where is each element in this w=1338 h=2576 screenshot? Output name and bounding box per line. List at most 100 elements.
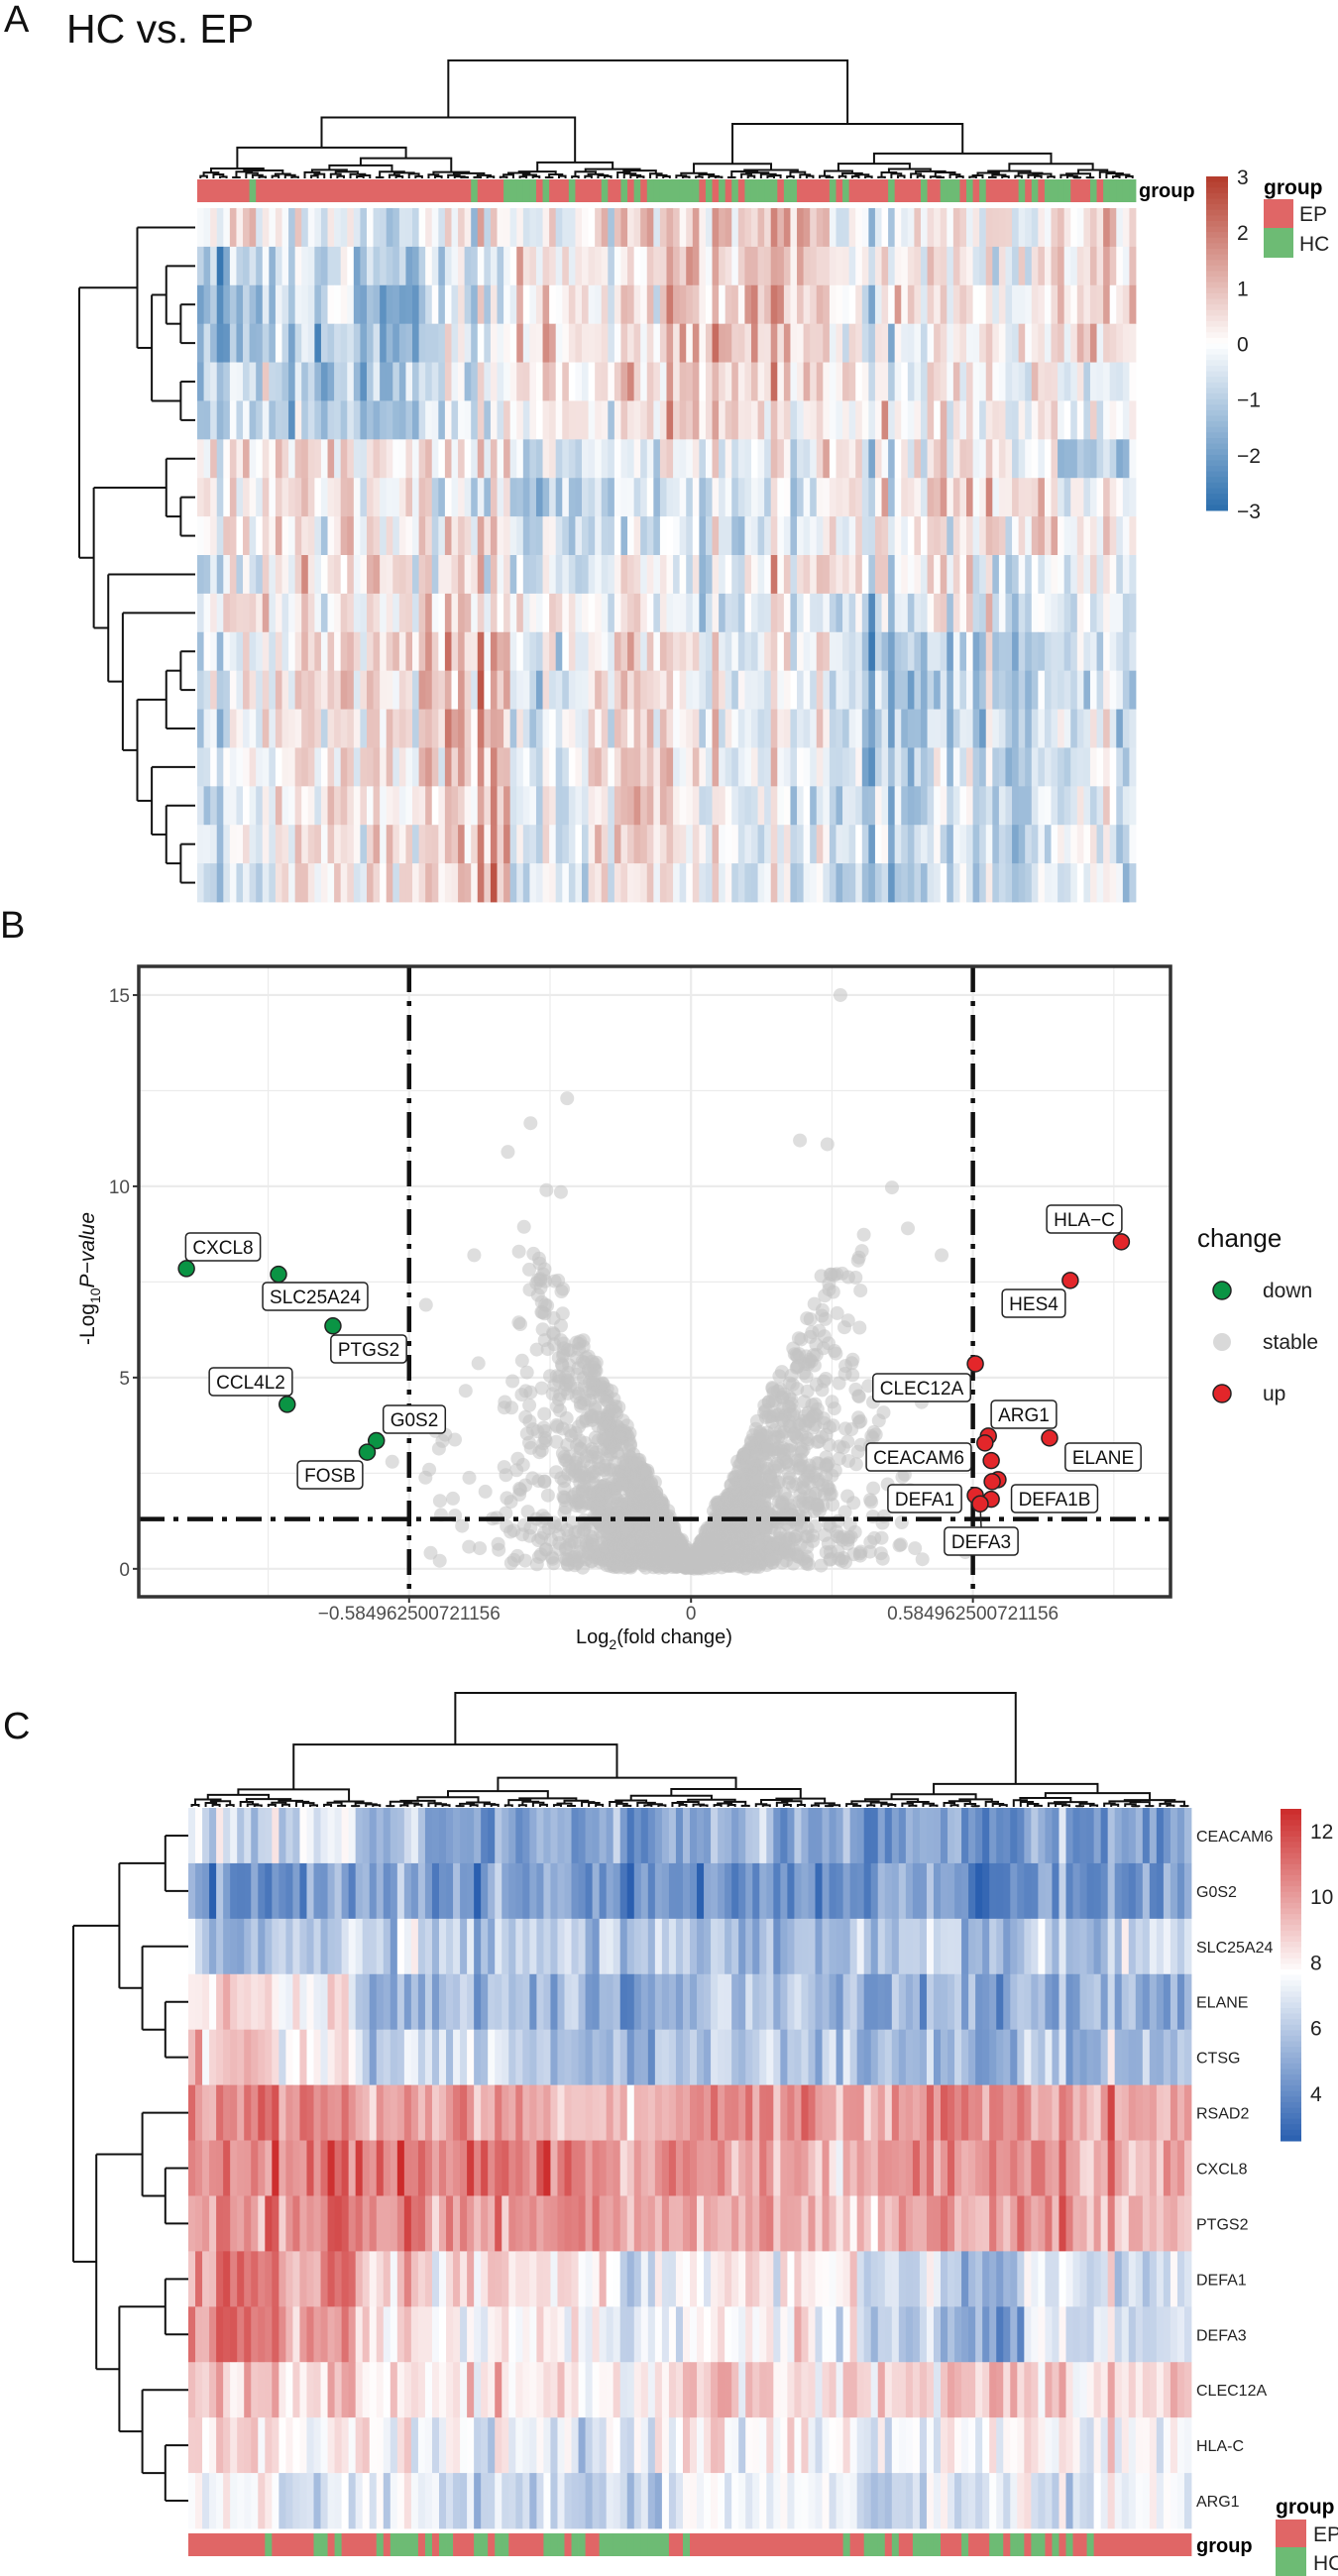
heatmap-cell — [764, 709, 772, 748]
heatmap-cell — [210, 478, 218, 517]
heatmap-cell — [262, 631, 270, 672]
heatmap-cell — [425, 709, 433, 748]
heatmap-cell — [203, 670, 211, 710]
heatmap-cell — [555, 709, 563, 748]
heatmap-cell — [216, 786, 224, 826]
heatmap-cell — [307, 478, 315, 517]
heatmap-cell — [627, 323, 635, 363]
heatmap-cell — [549, 786, 557, 826]
heatmap-cell — [959, 593, 967, 633]
heatmap-cell — [516, 362, 524, 401]
stable-point — [836, 1532, 849, 1547]
heatmap-cell — [386, 246, 393, 286]
heatmap-cell — [451, 400, 459, 440]
heatmap-cell — [1025, 709, 1033, 748]
heatmap-cell — [458, 284, 466, 325]
heatmap-cell — [223, 863, 231, 903]
heatmap-cell — [484, 246, 492, 286]
heatmap-cell — [640, 555, 648, 595]
heatmap-cell — [516, 863, 524, 903]
annotation-cell-ep — [210, 179, 218, 202]
colorbar-segment — [1206, 237, 1228, 244]
heatmap-cell — [477, 631, 485, 672]
heatmap-cell — [627, 208, 635, 248]
heatmap-cell — [699, 709, 707, 748]
heatmap-cell — [301, 555, 309, 595]
colorbar-tick-label: 0 — [1237, 334, 1249, 357]
annotation-cell-ep — [327, 179, 335, 202]
heatmap-cell — [979, 439, 987, 479]
heatmap-cell — [914, 323, 922, 363]
heatmap-cell — [275, 670, 282, 710]
heatmap-cell — [601, 400, 609, 440]
heatmap-cell — [1070, 709, 1078, 748]
heatmap-cell — [347, 709, 355, 748]
heatmap-cell — [1038, 631, 1046, 672]
heatmap-cell — [386, 786, 393, 826]
heatmap-cell — [907, 786, 915, 826]
heatmap-cell — [197, 400, 204, 440]
heatmap-cell — [458, 863, 466, 903]
heatmap-cell — [842, 631, 850, 672]
heatmap-cell — [1076, 284, 1084, 325]
heatmap-cell — [719, 631, 726, 672]
heatmap-cell — [888, 747, 896, 787]
heatmap-cell — [1070, 825, 1078, 864]
heatmap-cell — [914, 709, 922, 748]
heatmap-cell — [229, 786, 237, 826]
heatmap-cell — [471, 439, 479, 479]
heatmap-cell — [797, 246, 805, 286]
heatmap-cell — [1129, 246, 1137, 286]
heatmap-cell — [620, 631, 628, 672]
heatmap-cell — [542, 825, 550, 864]
heatmap-cell — [562, 246, 570, 286]
heatmap-cell — [555, 593, 563, 633]
heatmap-cell — [549, 709, 557, 748]
heatmap-cell — [613, 478, 621, 517]
heatmap-cell — [601, 323, 609, 363]
heatmap-cell — [320, 284, 328, 325]
heatmap-cell — [601, 863, 609, 903]
heatmap-a — [78, 59, 1137, 903]
heatmap-cell — [294, 439, 302, 479]
heatmap-cell — [444, 323, 452, 363]
heatmap-cell — [398, 593, 406, 633]
heatmap-cell — [392, 555, 400, 595]
heatmap-cell — [288, 400, 296, 440]
heatmap-cell — [947, 631, 954, 672]
heatmap-cell — [562, 362, 570, 401]
heatmap-cell — [888, 786, 896, 826]
heatmap-cell — [881, 631, 889, 672]
heatmap-cell — [868, 323, 876, 363]
heatmap-cell — [829, 631, 836, 672]
heatmap-cell — [555, 478, 563, 517]
heatmap-cell — [294, 246, 302, 286]
heatmap-cell — [868, 284, 876, 325]
heatmap-cell — [249, 439, 257, 479]
annotation-cell-ep — [836, 179, 843, 202]
heatmap-cell — [712, 439, 720, 479]
colorbar-segment — [1206, 265, 1228, 272]
heatmap-cell — [673, 323, 681, 363]
heatmap-cell — [934, 478, 942, 517]
dendrogram-branch — [896, 174, 906, 178]
heatmap-cell — [366, 709, 374, 748]
stable-point — [432, 1494, 447, 1509]
heatmap-cell — [223, 786, 231, 826]
heatmap-cell — [783, 246, 791, 286]
heatmap-cell — [288, 670, 296, 710]
heatmap-cell — [673, 825, 681, 864]
heatmap-cell — [907, 284, 915, 325]
heatmap-cell — [894, 208, 902, 248]
heatmap-cell — [405, 284, 413, 325]
heatmap-cell — [1096, 786, 1104, 826]
heatmap-cell — [842, 478, 850, 517]
heatmap-cell — [236, 246, 244, 286]
annotation-cell-ep — [737, 179, 745, 202]
heatmap-cell — [1070, 593, 1078, 633]
heatmap-cell — [216, 516, 224, 556]
heatmap-cell — [686, 284, 694, 325]
annotation-cell-ep — [197, 179, 204, 202]
annotation-cell-ep — [868, 179, 876, 202]
heatmap-cell — [914, 747, 922, 787]
